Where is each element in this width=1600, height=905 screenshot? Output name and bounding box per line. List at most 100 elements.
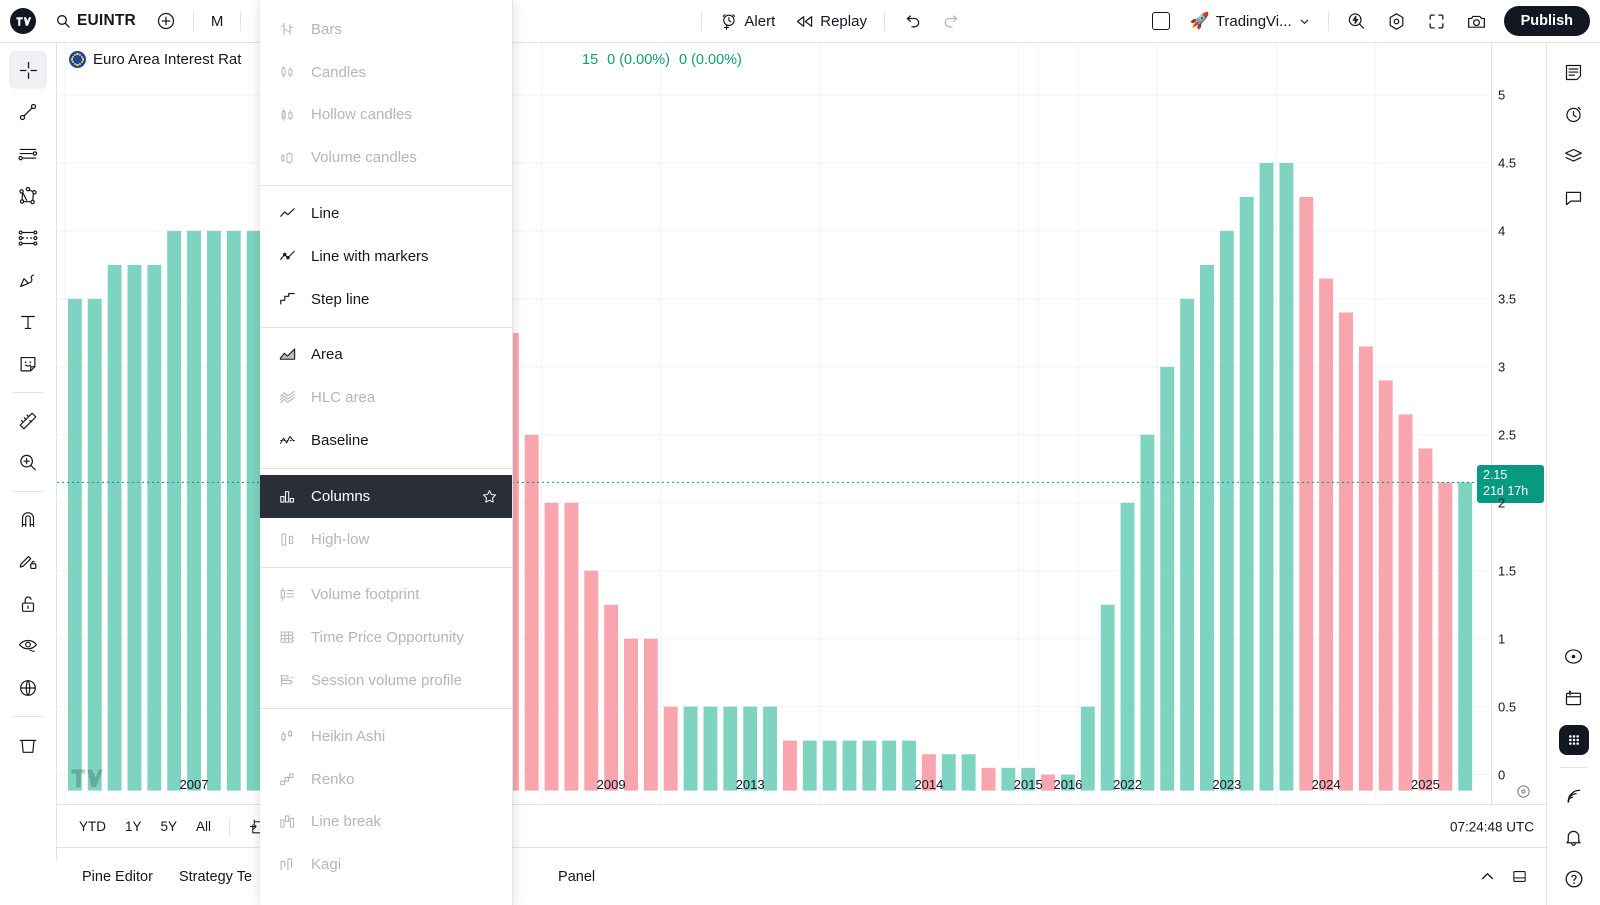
renko-icon [276,770,298,789]
range-1y-button[interactable]: 1Y [125,819,142,834]
menu-item-label: Session volume profile [311,672,462,690]
time-axis-label: 2016 [1053,777,1083,792]
calendar-button[interactable] [1556,680,1592,716]
notifications-button[interactable] [1556,819,1592,855]
text-tool[interactable] [9,303,47,341]
toolbar-divider [13,716,43,717]
menu-item-columns[interactable]: Columns [260,474,512,518]
apps-button[interactable] [1556,722,1592,758]
ideas-button[interactable] [1556,638,1592,674]
rewind-icon [795,14,814,29]
menu-item-high-low: High-low [260,518,512,561]
maximize-panel-button[interactable] [1504,862,1534,892]
menu-item-renko: Renko [260,758,512,801]
remove-drawings-tool[interactable] [9,726,47,764]
horizontal-lines-tool[interactable] [9,135,47,173]
layout-checkbox[interactable] [1143,6,1179,36]
toolbar-divider [1559,767,1588,768]
ideas-target-icon [1563,646,1584,667]
range-ytd-button[interactable]: YTD [79,819,106,834]
menu-item-line-with-markers[interactable]: Line with markers [260,235,512,278]
watchlist-button[interactable] [1556,54,1592,90]
quick-search-button[interactable] [1337,6,1375,36]
gann-fan-pattern-tool[interactable] [9,177,47,215]
symbol-name: EUINTR [77,12,136,29]
price-axis-label: 0 [1498,767,1506,783]
interval-selector[interactable]: M [202,6,233,36]
replay-label: Replay [820,12,867,30]
redo-button[interactable] [933,6,971,36]
replay-button[interactable]: Replay [786,6,876,36]
alerts-clock-icon [1563,104,1584,125]
fullscreen-button[interactable] [1418,6,1455,36]
text-tool-icon [17,311,39,333]
broadcast-button[interactable] [1556,777,1592,813]
data-window-button[interactable] [1556,138,1592,174]
current-price-badge: 2.15 21d 17h [1477,465,1544,504]
crosshair-cursor-tool[interactable] [9,51,47,89]
add-symbol-button[interactable] [147,6,185,36]
price-axis-label: 5 [1498,87,1506,103]
pencil-lock-icon [17,551,39,573]
menu-divider [260,326,512,328]
menu-item-line[interactable]: Line [260,192,512,235]
chart-clock[interactable]: 07:24:48 UTC [1449,819,1534,834]
chart-settings-button[interactable] [1377,6,1416,36]
help-question-icon [1563,868,1585,890]
magnet-tool[interactable] [9,501,47,539]
menu-divider [260,707,512,709]
toolbar-divider [1327,11,1329,31]
sticker-tool[interactable] [9,345,47,383]
measure-tool[interactable] [9,402,47,440]
menu-item-kagi: Kagi [260,843,512,886]
eye-hide-icon [17,635,39,657]
layout-name-button[interactable]: 🚀 TradingVi... [1181,6,1320,36]
publish-button[interactable]: Publish [1503,6,1590,36]
menu-item-area[interactable]: Area [260,334,512,377]
menu-divider [260,185,512,187]
objects-tree-tool[interactable] [9,669,47,707]
menu-item-label: Candles [311,63,367,81]
tab-strategy-tester[interactable]: Strategy Te [178,868,253,885]
undo-button[interactable] [893,6,931,36]
tradingview-logo[interactable] [10,8,36,34]
chat-bubble-icon [1563,188,1584,209]
menu-item-step-line[interactable]: Step line [260,278,512,321]
help-button[interactable] [1556,861,1592,897]
lightning-search-icon [1346,11,1366,31]
menu-item-baseline[interactable]: Baseline [260,419,512,462]
trend-line-tool[interactable] [9,93,47,131]
unlock-icon [17,593,39,615]
brush-tool[interactable] [9,261,47,299]
menu-item-label: High-low [311,530,370,548]
elliott-wave-tool[interactable] [9,219,47,257]
hide-drawings-tool[interactable] [9,627,47,665]
chart-type-menu[interactable]: Bars Candles Hollow candles Volume candl… [260,0,513,905]
zoom-in-tool[interactable] [9,444,47,482]
alert-button[interactable]: Alert [710,6,784,36]
tab-panel[interactable]: Panel [558,868,596,885]
timezone-button[interactable] [1515,783,1532,805]
range-5y-button[interactable]: 5Y [160,819,178,834]
lock-drawings-tool[interactable] [9,585,47,623]
collapse-panel-button[interactable] [1472,862,1502,892]
baseline-chart-icon [276,431,298,450]
stay-in-drawing-mode-tool[interactable] [9,543,47,581]
menu-item-volume-candles: Volume candles [260,136,512,179]
symbol-search[interactable]: EUINTR [46,6,145,36]
toolbar-divider [883,11,885,31]
top-toolbar: EUINTR M Alert [0,0,1600,43]
menu-item-session-volume-profile: Session volume profile [260,659,512,702]
alerts-button[interactable] [1556,96,1592,132]
range-all-button[interactable]: All [196,819,212,834]
chat-button[interactable] [1556,180,1592,216]
price-axis[interactable]: 2.15 21d 17h 5 4.5 4 3.5 3 2.5 2 1.5 1 0.5 0 [1477,43,1546,804]
snapshot-button[interactable] [1457,6,1496,36]
tab-pine-editor[interactable]: Pine Editor [82,868,153,885]
menu-item-label: Heikin Ashi [311,727,386,745]
columns-chart-icon [276,487,298,506]
menu-divider [260,566,512,568]
menu-item-bars: Bars [260,8,512,51]
star-outline-icon[interactable] [481,488,498,505]
